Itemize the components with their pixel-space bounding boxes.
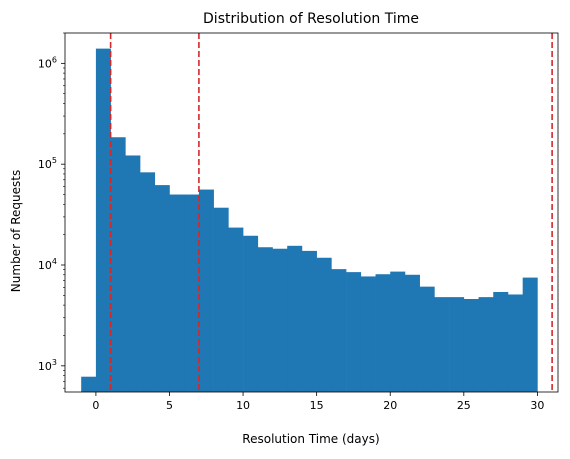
histogram-bar bbox=[419, 286, 435, 392]
reference-lines-layer bbox=[109, 33, 553, 392]
histogram-bar bbox=[449, 297, 465, 392]
x-tick-label: 15 bbox=[310, 399, 324, 412]
histogram-bar bbox=[301, 250, 317, 392]
chart-title: Distribution of Resolution Time bbox=[203, 11, 419, 27]
histogram-bar bbox=[522, 277, 538, 392]
x-tick-label: 30 bbox=[530, 399, 544, 412]
histogram-bar bbox=[375, 274, 391, 392]
y-axis-ticks: 103 104 105 106 bbox=[38, 32, 65, 389]
histogram-bar bbox=[243, 235, 259, 392]
x-tick-label: 10 bbox=[236, 399, 250, 412]
y-tick-label: 106 bbox=[38, 55, 57, 70]
x-tick-label: 20 bbox=[383, 399, 397, 412]
histogram-bar bbox=[125, 155, 141, 392]
histogram-bar bbox=[169, 194, 185, 392]
histogram-bar bbox=[272, 248, 288, 392]
histogram-bar bbox=[81, 376, 97, 392]
histogram-bar bbox=[507, 294, 523, 392]
x-axis-ticks: 0 5 10 15 20 25 30 bbox=[92, 392, 544, 412]
histogram-bar bbox=[331, 269, 347, 392]
histogram-bar bbox=[316, 257, 332, 392]
histogram-bar bbox=[110, 137, 126, 392]
histogram-bar bbox=[184, 194, 200, 392]
histogram-bar bbox=[95, 48, 111, 393]
y-tick-label: 104 bbox=[38, 257, 57, 272]
histogram-bar bbox=[287, 245, 303, 392]
histogram-bar bbox=[257, 247, 273, 392]
histogram-bar bbox=[478, 297, 494, 392]
histogram-bar bbox=[360, 276, 376, 392]
histogram-bar bbox=[493, 291, 509, 392]
histogram-bar bbox=[463, 299, 479, 392]
histogram-bar bbox=[404, 274, 420, 392]
x-tick-label: 25 bbox=[457, 399, 471, 412]
histogram-bar bbox=[346, 272, 362, 392]
histogram-bar bbox=[198, 189, 214, 392]
x-tick-label: 5 bbox=[166, 399, 173, 412]
y-tick-label: 103 bbox=[38, 358, 57, 373]
y-tick-label: 105 bbox=[38, 156, 57, 171]
histogram-bar bbox=[390, 271, 406, 392]
x-tick-label: 0 bbox=[92, 399, 99, 412]
histogram-bar bbox=[213, 207, 229, 392]
bars-layer bbox=[81, 48, 538, 393]
x-axis-label: Resolution Time (days) bbox=[242, 432, 379, 446]
histogram-bar bbox=[434, 297, 450, 392]
histogram-bar bbox=[228, 227, 244, 392]
y-axis-label: Number of Requests bbox=[9, 170, 23, 292]
histogram-bar bbox=[154, 185, 170, 392]
plot-frame bbox=[64, 32, 559, 393]
histogram-bar bbox=[140, 172, 156, 392]
